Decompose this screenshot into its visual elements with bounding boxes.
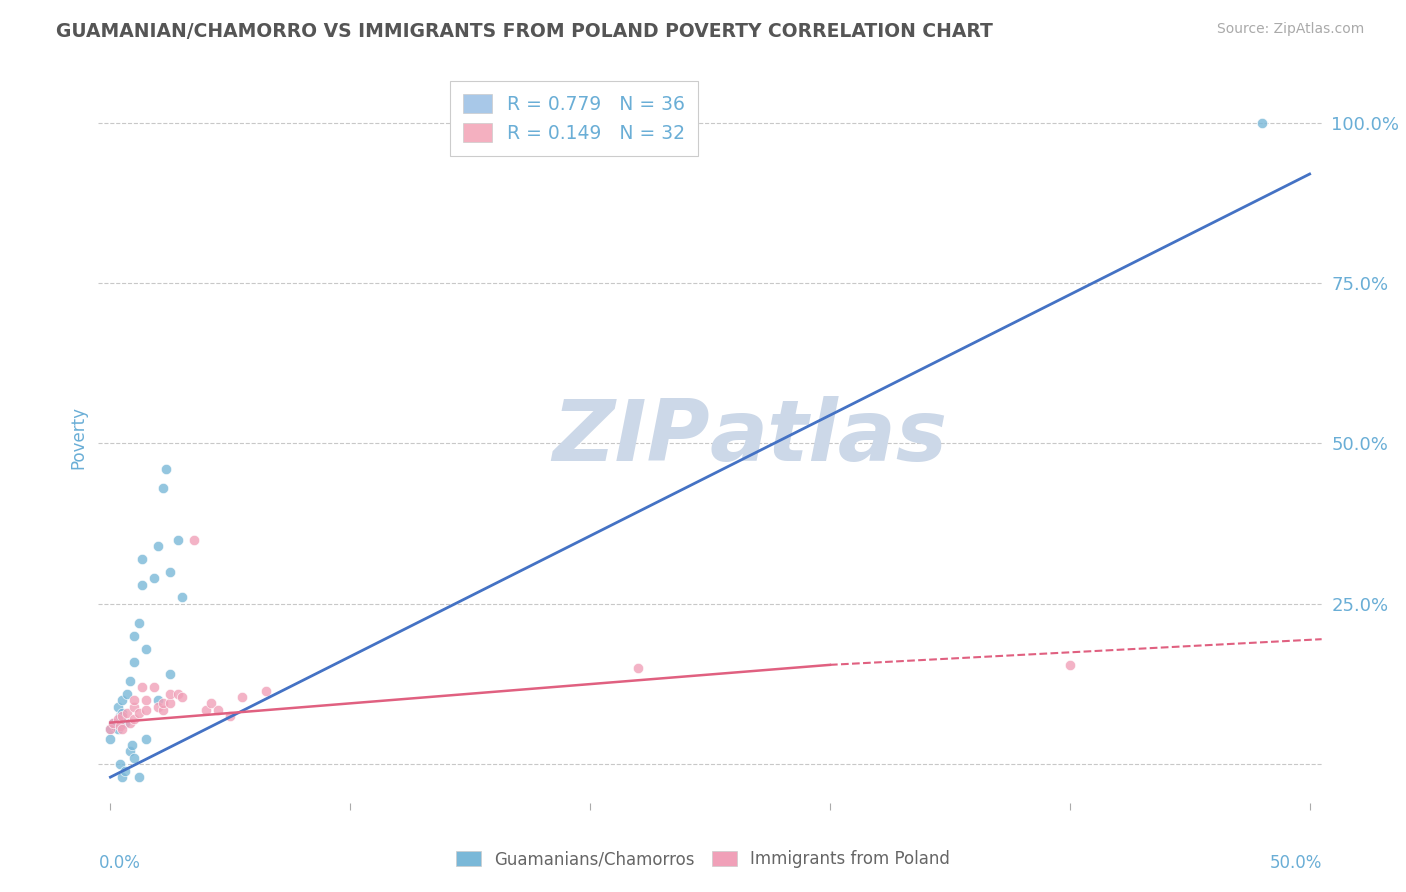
Point <box>159 565 181 579</box>
Point <box>207 703 229 717</box>
Point <box>121 738 143 752</box>
Point <box>111 706 134 720</box>
Y-axis label: Poverty: Poverty <box>69 406 87 468</box>
Point <box>131 681 153 695</box>
Point <box>131 552 153 566</box>
Point <box>100 722 122 736</box>
Point <box>172 591 194 605</box>
Point <box>1250 116 1272 130</box>
Point <box>104 719 127 733</box>
Point <box>148 699 170 714</box>
Point <box>107 722 129 736</box>
Point <box>108 757 131 772</box>
Point <box>128 616 150 631</box>
Point <box>128 706 150 720</box>
Point <box>118 744 141 758</box>
Point <box>124 751 146 765</box>
Point <box>107 699 129 714</box>
Point <box>155 462 177 476</box>
Point <box>111 722 134 736</box>
Point <box>124 699 146 714</box>
Point <box>183 533 205 547</box>
Point <box>111 770 134 784</box>
Point <box>159 687 181 701</box>
Point <box>219 709 242 723</box>
Point <box>100 731 122 746</box>
Point <box>148 693 170 707</box>
Text: 50.0%: 50.0% <box>1270 854 1322 872</box>
Legend: Guamanians/Chamorros, Immigrants from Poland: Guamanians/Chamorros, Immigrants from Po… <box>450 844 956 875</box>
Point <box>100 722 122 736</box>
Point <box>115 687 138 701</box>
Point <box>195 703 218 717</box>
Point <box>200 697 222 711</box>
Text: ZIP: ZIP <box>553 395 710 479</box>
Point <box>627 661 650 675</box>
Point <box>124 712 146 726</box>
Point <box>135 641 157 656</box>
Point <box>166 687 188 701</box>
Text: atlas: atlas <box>710 395 948 479</box>
Point <box>159 667 181 681</box>
Point <box>142 681 165 695</box>
Point <box>152 703 174 717</box>
Point <box>124 655 146 669</box>
Point <box>107 712 129 726</box>
Point <box>152 482 174 496</box>
Point <box>131 577 153 591</box>
Point <box>152 697 174 711</box>
Point <box>101 715 124 730</box>
Point <box>114 715 136 730</box>
Point <box>231 690 253 704</box>
Point <box>128 770 150 784</box>
Point <box>115 706 138 720</box>
Point <box>118 715 141 730</box>
Point <box>101 715 124 730</box>
Point <box>111 693 134 707</box>
Text: 0.0%: 0.0% <box>98 854 141 872</box>
Text: GUAMANIAN/CHAMORRO VS IMMIGRANTS FROM POLAND POVERTY CORRELATION CHART: GUAMANIAN/CHAMORRO VS IMMIGRANTS FROM PO… <box>56 22 993 41</box>
Point <box>114 764 136 778</box>
Point <box>159 697 181 711</box>
Text: Source: ZipAtlas.com: Source: ZipAtlas.com <box>1216 22 1364 37</box>
Point <box>135 703 157 717</box>
Point <box>142 571 165 585</box>
Point <box>108 719 131 733</box>
Legend: R = 0.779   N = 36, R = 0.149   N = 32: R = 0.779 N = 36, R = 0.149 N = 32 <box>450 81 697 156</box>
Point <box>111 709 134 723</box>
Point <box>135 693 157 707</box>
Point <box>166 533 188 547</box>
Point <box>124 629 146 643</box>
Point <box>124 693 146 707</box>
Point <box>1059 657 1081 672</box>
Point <box>108 709 131 723</box>
Point <box>118 673 141 688</box>
Point <box>135 731 157 746</box>
Point <box>148 539 170 553</box>
Point <box>254 683 277 698</box>
Point <box>172 690 194 704</box>
